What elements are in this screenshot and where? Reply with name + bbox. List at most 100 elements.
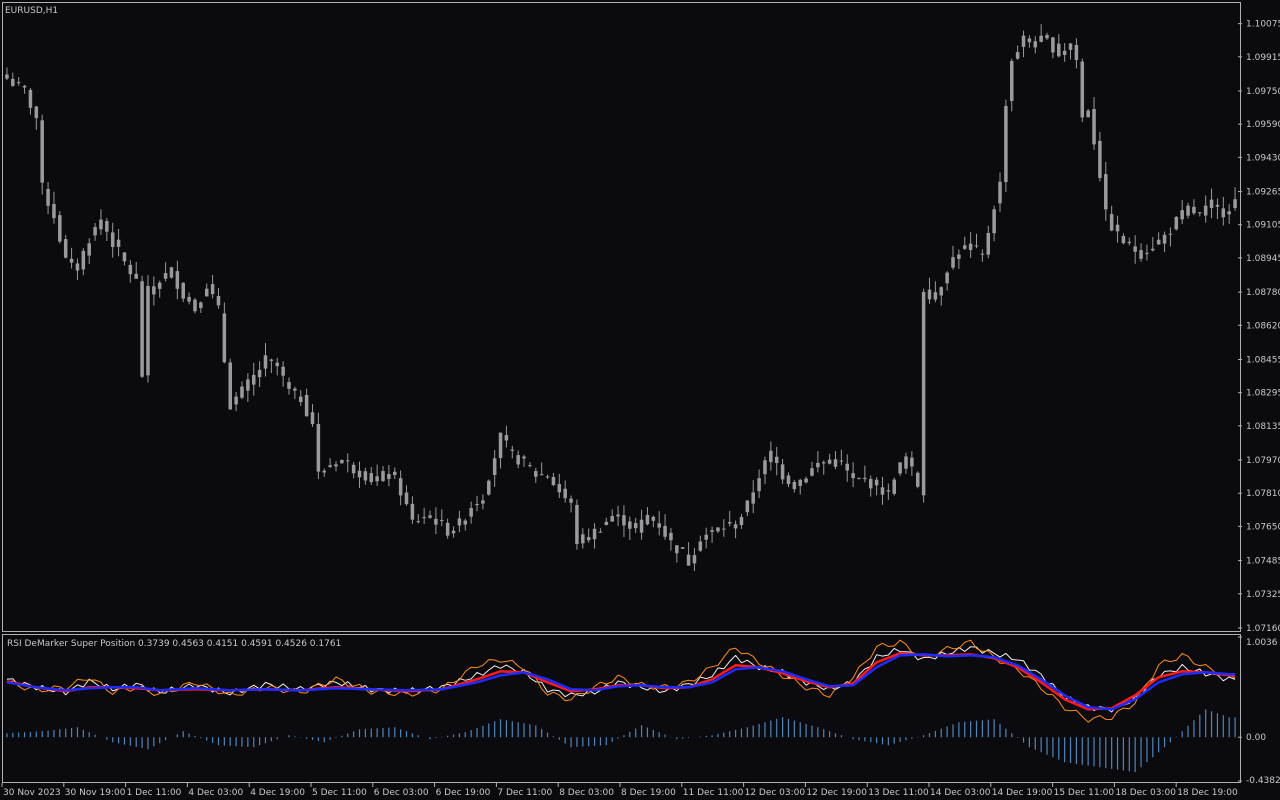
candle — [998, 172, 1002, 212]
candle — [475, 495, 479, 512]
time-tick-label: 6 Dec 03:00 — [374, 788, 429, 798]
candle — [134, 261, 138, 279]
candle — [545, 474, 550, 480]
candle — [898, 462, 902, 477]
candle — [863, 465, 867, 483]
candle — [492, 449, 497, 487]
candle — [1145, 244, 1149, 261]
candle — [81, 248, 86, 276]
candle — [1004, 99, 1008, 193]
price-tick-label: 1.07485 — [1246, 557, 1280, 567]
candle — [628, 516, 632, 541]
candle — [534, 467, 538, 483]
candle — [369, 467, 374, 485]
candle — [345, 453, 350, 473]
candle — [1051, 37, 1055, 59]
candle — [1215, 198, 1220, 220]
candle — [868, 475, 873, 497]
candle — [616, 505, 620, 527]
candle — [539, 462, 544, 476]
candle — [204, 283, 209, 297]
candle — [298, 390, 303, 406]
price-tick-label: 1.08455 — [1246, 356, 1280, 366]
candle — [410, 496, 415, 524]
candle — [1057, 34, 1061, 58]
candle — [251, 362, 256, 396]
candle — [592, 523, 597, 549]
candle — [669, 527, 673, 551]
candle — [1021, 30, 1026, 58]
candle — [575, 499, 579, 550]
candle — [804, 476, 808, 484]
price-tick-label: 1.08945 — [1246, 254, 1280, 264]
candle — [451, 526, 456, 538]
candle — [263, 343, 268, 377]
candle — [99, 209, 103, 235]
candle — [833, 451, 838, 470]
time-axis: 30 Nov 2023 30 Nov 19:00 1 Dec 11:00 4 Dec … — [1, 783, 1238, 798]
candle — [1127, 237, 1132, 246]
price-tick-label: 1.09750 — [1246, 87, 1280, 97]
candle — [234, 391, 238, 412]
candle — [874, 477, 879, 496]
candle — [1192, 199, 1196, 215]
candle — [910, 451, 914, 476]
candle — [1133, 235, 1137, 264]
indicator-axis: 1.0036 0.00 -0.4382 — [1238, 636, 1280, 786]
candle — [586, 528, 591, 543]
candle — [792, 479, 797, 493]
price-tick-label: 1.07160 — [1246, 624, 1280, 634]
candle — [199, 301, 203, 313]
time-tick-label: 8 Dec 03:00 — [559, 788, 614, 798]
candle — [1015, 45, 1020, 60]
candle — [992, 205, 996, 242]
candle — [469, 501, 473, 524]
candle — [657, 511, 661, 536]
candle — [28, 87, 33, 115]
price-tick-label: 1.09265 — [1246, 188, 1280, 198]
candle — [404, 485, 409, 506]
candle — [645, 507, 650, 526]
price-tick-label: 1.09430 — [1246, 153, 1280, 163]
candle — [675, 545, 679, 563]
candle — [175, 260, 180, 300]
candle — [1221, 196, 1226, 226]
price-tick-label: 1.07650 — [1246, 522, 1280, 532]
price-tick-label: 1.08295 — [1246, 389, 1280, 399]
candle — [316, 412, 321, 480]
candle — [839, 449, 844, 466]
candle — [1174, 216, 1179, 231]
candle — [921, 288, 926, 503]
indicator-tick-label: 1.0036 — [1246, 638, 1278, 648]
candle — [692, 548, 697, 571]
candle — [481, 494, 485, 510]
candle — [1104, 161, 1108, 221]
candle — [886, 483, 891, 500]
candle — [727, 510, 732, 527]
candle — [780, 458, 785, 485]
candle — [769, 441, 773, 471]
time-tick-label: 5 Dec 11:00 — [312, 788, 367, 798]
candle — [434, 507, 438, 535]
price-tick-label: 1.09590 — [1246, 120, 1280, 130]
indicator-panel-frame — [2, 634, 1241, 783]
candle — [69, 247, 74, 269]
time-tick-label: 11 Dec 11:00 — [683, 788, 744, 798]
candle — [880, 476, 885, 505]
candle — [915, 471, 920, 489]
candle — [680, 547, 685, 549]
candle — [52, 191, 56, 224]
candle — [1198, 212, 1202, 217]
candle — [440, 509, 444, 526]
candle — [157, 280, 162, 298]
candle — [528, 462, 532, 468]
candle — [457, 510, 462, 533]
candle — [181, 282, 185, 303]
candle — [240, 381, 244, 400]
candle — [428, 510, 432, 519]
candle — [945, 271, 949, 291]
candle — [1186, 202, 1190, 219]
candlestick-series — [5, 24, 1237, 571]
candle — [1074, 38, 1079, 69]
candle — [516, 450, 520, 469]
